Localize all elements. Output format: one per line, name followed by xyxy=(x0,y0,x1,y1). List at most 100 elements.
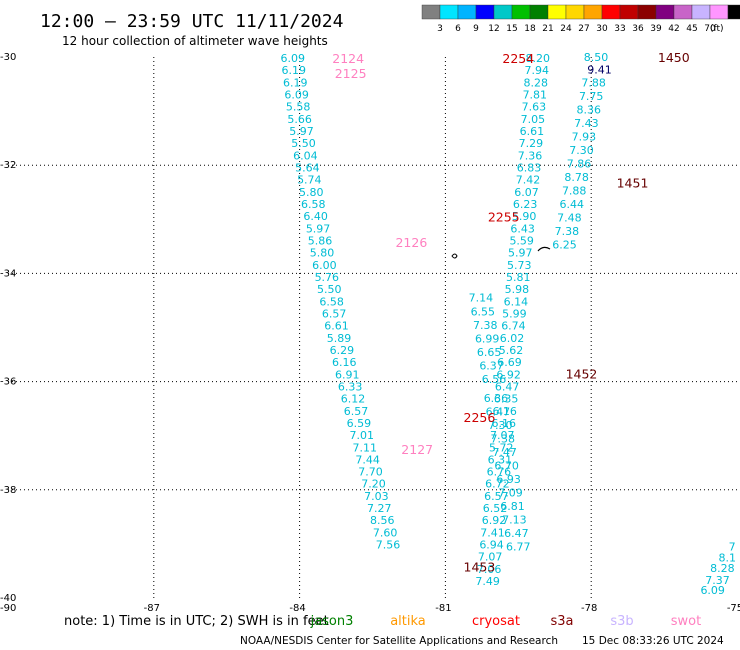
coastline-fragments xyxy=(451,246,551,259)
wave-height-value: 6.91 xyxy=(335,368,360,381)
wave-height-value: 7.86 xyxy=(567,158,592,171)
x-tick-label: -84 xyxy=(289,603,305,614)
wave-height-value: 6.69 xyxy=(497,356,522,369)
colorbar-label: 21 xyxy=(542,24,553,34)
wave-height-value: 5.98 xyxy=(505,283,530,296)
wave-height-values: 6.096.196.196.095.585.665.975.506.045.64… xyxy=(281,51,736,597)
wave-height-value: 6.44 xyxy=(560,198,585,211)
wave-height-value: 7.60 xyxy=(373,526,398,539)
legend-jason3: jason3 xyxy=(310,614,354,629)
colorbar: 3 6 9 12 15 18 21 24 27 30 33 36 39 42 45 70 xyxy=(421,4,740,34)
wave-height-value: 6.94 xyxy=(479,539,504,552)
wave-height-value: 7.63 xyxy=(522,101,547,114)
wave-height-value: 5.97 xyxy=(306,222,331,235)
wave-height-value: 7.07 xyxy=(490,429,515,442)
colorbar-label: 70 xyxy=(704,24,716,34)
colorbar-swatch xyxy=(601,4,621,20)
colorbar-swatch xyxy=(637,4,657,20)
x-tick-label: -78 xyxy=(581,603,597,614)
wave-height-value: 8.28 xyxy=(524,76,549,89)
colorbar-swatch xyxy=(421,4,441,20)
pass-label: 2124 xyxy=(332,51,364,66)
wave-height-value: 6.09 xyxy=(700,584,725,597)
wave-height-value: 7.75 xyxy=(579,90,604,103)
pass-label: 2255 xyxy=(488,210,520,225)
wave-height-value: 7.38 xyxy=(490,432,515,445)
wave-height-value: 7.38 xyxy=(555,225,580,238)
colorbar-swatch xyxy=(673,4,693,20)
wave-height-value: 5.97 xyxy=(508,247,533,260)
colorbar-swatch xyxy=(619,4,639,20)
footer-credit: NOAA/NESDIS Center for Satellite Applica… xyxy=(240,635,558,647)
wave-height-value: 7.94 xyxy=(525,64,550,77)
wave-height-value: 6.16 xyxy=(332,356,357,369)
map-grid xyxy=(8,57,737,598)
wave-height-value: 6.52 xyxy=(483,502,508,515)
colorbar-label: 15 xyxy=(506,24,517,34)
x-tick-label: -87 xyxy=(144,603,160,614)
wave-height-value: 8.78 xyxy=(564,171,589,184)
pass-label: 1453 xyxy=(464,560,496,575)
wave-height-value: 7.38 xyxy=(473,319,498,332)
wave-height-value: 7.29 xyxy=(519,137,544,150)
island-outline xyxy=(537,246,551,252)
y-tick-label: -32 xyxy=(0,160,16,171)
wave-height-value: 5.74 xyxy=(297,174,322,187)
wave-height-value: 8.36 xyxy=(577,103,602,116)
pass-label: 1450 xyxy=(658,50,690,65)
corner-tick-label: -90 xyxy=(0,603,16,614)
x-tick-label: -81 xyxy=(435,603,451,614)
wave-height-value: 7.44 xyxy=(355,453,380,466)
wave-height-value: 8.1 xyxy=(719,551,737,564)
wave-height-value: 6.09 xyxy=(284,89,309,102)
colorbar-swatch xyxy=(529,4,549,20)
legend-s3a: s3a xyxy=(550,614,573,629)
x-tick-label: -75 xyxy=(727,603,740,614)
wave-height-value: 6.36 xyxy=(484,392,509,405)
island-outline xyxy=(451,253,458,259)
wave-height-value: 5.90 xyxy=(512,210,537,223)
wave-height-value: 5.59 xyxy=(509,235,534,248)
colorbar-label: 9 xyxy=(473,24,479,34)
pass-label: 1451 xyxy=(617,176,649,191)
wave-height-value: 7.42 xyxy=(516,174,541,187)
wave-height-value: 6.00 xyxy=(312,259,337,272)
colorbar-swatch xyxy=(709,4,729,20)
wave-height-value: 5.76 xyxy=(315,271,340,284)
colorbar-label: 36 xyxy=(632,24,644,34)
wave-height-value: 6.93 xyxy=(496,473,521,486)
wave-height-value: 6.61 xyxy=(520,125,545,138)
wave-height-value: 9.41 xyxy=(587,63,612,76)
colorbar-unit: (ft) xyxy=(710,24,724,34)
wave-height-value: 7.41 xyxy=(480,526,505,539)
wave-height-value: 6.16 xyxy=(491,417,516,430)
wave-height-value: 7.01 xyxy=(350,429,375,442)
wave-height-value: 7.30 xyxy=(569,144,594,157)
wave-height-value: 7.48 xyxy=(557,212,582,225)
wave-height-value: 7.36 xyxy=(518,149,543,162)
satellite-legend: jason3 altika cryosat s3a s3b swot xyxy=(310,614,702,629)
colorbar-swatch xyxy=(475,4,495,20)
wave-height-value: 7.88 xyxy=(581,76,606,89)
wave-height-value: 7.70 xyxy=(358,466,383,479)
wave-height-value: 6.70 xyxy=(494,459,519,472)
wave-height-value: 6.02 xyxy=(500,332,525,345)
wave-height-value: 6.61 xyxy=(324,320,349,333)
colorbar-swatch xyxy=(655,4,675,20)
pass-label: 2254 xyxy=(502,51,534,66)
wave-height-value: 7.03 xyxy=(364,490,389,503)
wave-height-value: 7.05 xyxy=(521,113,546,126)
colorbar-label: 30 xyxy=(596,24,608,34)
wave-height-value: 6.43 xyxy=(510,222,535,235)
colorbar-swatch xyxy=(457,4,477,20)
wave-height-value: 5.72 xyxy=(489,441,514,454)
colorbar-label: 33 xyxy=(614,24,625,34)
wave-height-value: 6.57 xyxy=(322,307,347,320)
wave-height-value: 6.47 xyxy=(486,405,511,418)
wave-height-value: 5.50 xyxy=(291,137,316,150)
wave-height-value: 5.66 xyxy=(287,113,312,126)
footer-timestamp: 15 Dec 08:33:26 UTC 2024 xyxy=(582,635,724,647)
wave-height-value: 6.40 xyxy=(303,210,328,223)
colorbar-label: 45 xyxy=(686,24,697,34)
